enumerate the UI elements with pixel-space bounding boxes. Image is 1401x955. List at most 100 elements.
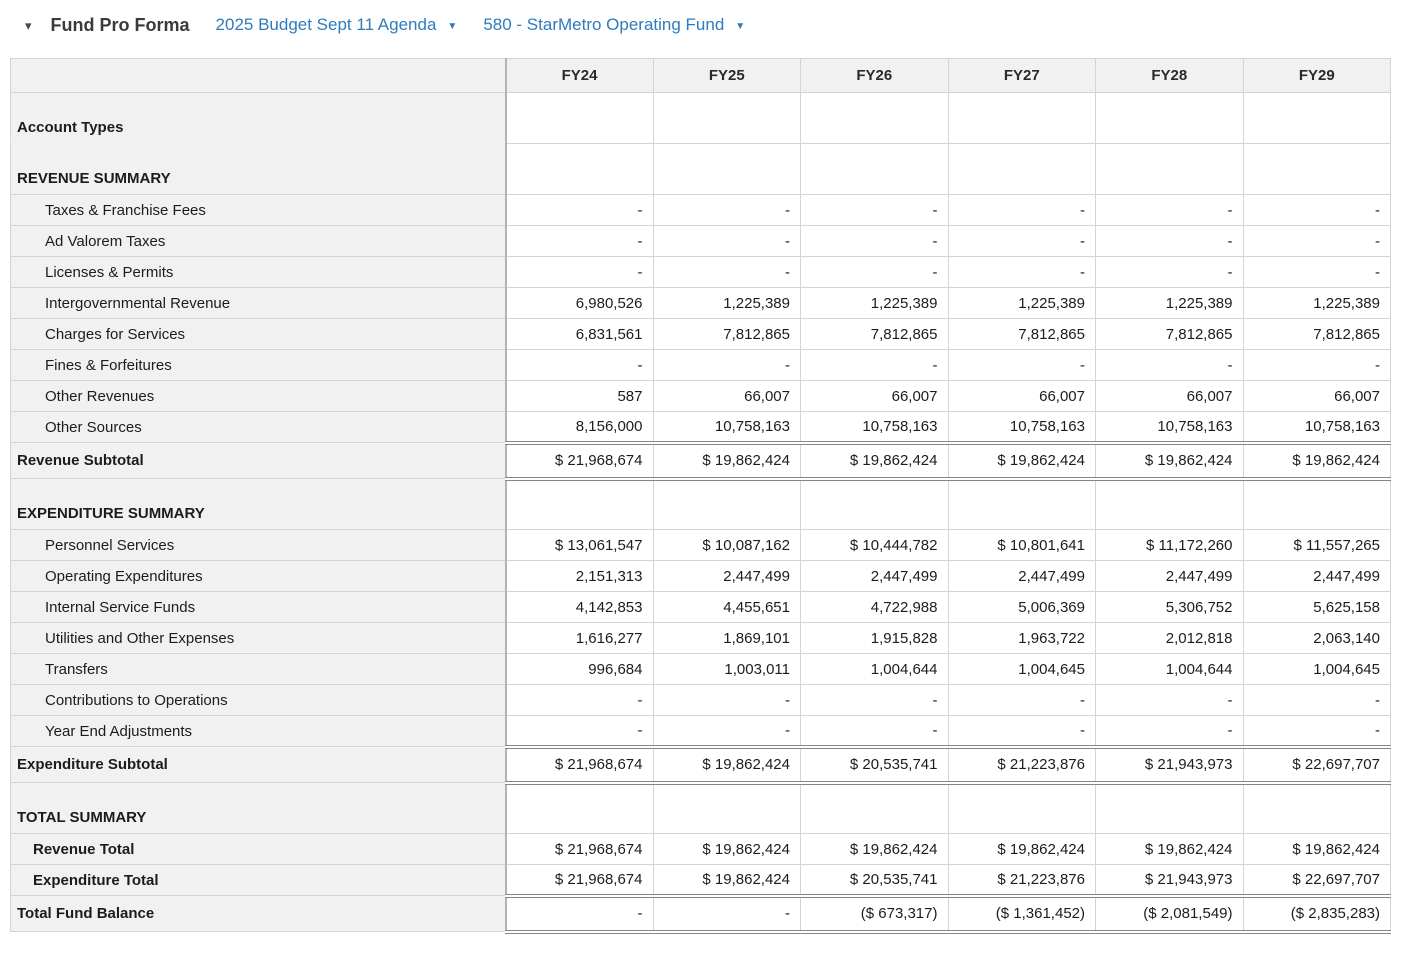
row-label: Intergovernmental Revenue xyxy=(10,287,506,319)
table-row: Personnel Services $ 13,061,547 $ 10,087,1… xyxy=(10,529,1391,561)
cell-FY24: $ 21,968,674 xyxy=(504,833,654,865)
cell-FY26 xyxy=(800,92,949,144)
cell-FY28: 1,004,644 xyxy=(1095,653,1244,685)
cell-FY25 xyxy=(652,478,801,530)
budget-dropdown[interactable]: 2025 Budget Sept 11 Agenda ▼ xyxy=(216,15,458,35)
cell-FY24: 6,980,526 xyxy=(504,287,654,319)
cell-FY26: 10,758,163 xyxy=(800,411,949,443)
cell-FY28: $ 21,943,973 xyxy=(1095,744,1244,785)
cell-FY27 xyxy=(947,92,1096,144)
table-row: Other Sources 8,156,000 10,758,163 10,758,1… xyxy=(10,411,1391,443)
cell-FY25: - xyxy=(652,194,801,226)
cell-FY24 xyxy=(504,478,654,530)
cell-FY27: 66,007 xyxy=(947,380,1096,412)
row-label: Ad Valorem Taxes xyxy=(10,225,506,257)
cell-FY28 xyxy=(1095,92,1244,144)
cell-FY27: 2,447,499 xyxy=(947,560,1096,592)
cell-FY28: - xyxy=(1095,715,1244,747)
cell-FY24: 587 xyxy=(504,380,654,412)
cell-FY28: 2,447,499 xyxy=(1095,560,1244,592)
collapse-caret-icon[interactable]: ▾ xyxy=(25,17,32,33)
cell-FY24: $ 21,968,674 xyxy=(504,744,654,785)
cell-FY25: $ 10,087,162 xyxy=(652,529,801,561)
row-label: Transfers xyxy=(10,653,506,685)
cell-FY26: - xyxy=(800,715,949,747)
cell-FY29: 10,758,163 xyxy=(1242,411,1391,443)
cell-FY24: $ 13,061,547 xyxy=(504,529,654,561)
row-label: Account Types xyxy=(10,92,506,144)
table-row: Expenditure Total $ 21,968,674 $ 19,862,42… xyxy=(10,864,1391,896)
cell-FY29: $ 22,697,707 xyxy=(1242,744,1391,785)
row-label: TOTAL SUMMARY xyxy=(10,782,506,834)
table-row: Charges for Services 6,831,561 7,812,865 7,… xyxy=(10,318,1391,350)
cell-FY28 xyxy=(1095,782,1244,834)
cell-FY29 xyxy=(1242,782,1391,834)
table-header-row: FY24 FY25 FY26 FY27 FY28 FY29 xyxy=(10,58,1391,93)
cell-FY26: 66,007 xyxy=(800,380,949,412)
table-row: Year End Adjustments - - - - - - xyxy=(10,715,1391,747)
cell-FY29: - xyxy=(1242,349,1391,381)
cell-FY29: 7,812,865 xyxy=(1242,318,1391,350)
cell-FY28: 1,225,389 xyxy=(1095,287,1244,319)
page-title: Fund Pro Forma xyxy=(50,14,190,35)
pro-forma-table: FY24 FY25 FY26 FY27 FY28 FY29 Account Types RE… xyxy=(10,58,1391,934)
cell-FY26: $ 19,862,424 xyxy=(800,440,949,481)
cell-FY27: $ 10,801,641 xyxy=(947,529,1096,561)
row-label: Utilities and Other Expenses xyxy=(10,622,506,654)
cell-FY27 xyxy=(947,143,1096,195)
table-row: Intergovernmental Revenue 6,980,526 1,225,… xyxy=(10,287,1391,319)
row-label: Expenditure Total xyxy=(10,864,506,896)
cell-FY29: 1,225,389 xyxy=(1242,287,1391,319)
cell-FY29: 5,625,158 xyxy=(1242,591,1391,623)
cell-FY27: 10,758,163 xyxy=(947,411,1096,443)
table-row: Licenses & Permits - - - - - - xyxy=(10,256,1391,288)
dropdown-arrow-icon: ▼ xyxy=(447,20,458,32)
cell-FY28: 66,007 xyxy=(1095,380,1244,412)
budget-dropdown-label: 2025 Budget Sept 11 Agenda xyxy=(215,15,437,34)
cell-FY25: 1,869,101 xyxy=(652,622,801,654)
corner-header-cell xyxy=(10,58,506,93)
fund-dropdown-label: 580 - StarMetro Operating Fund xyxy=(483,15,725,34)
cell-FY29: $ 19,862,424 xyxy=(1242,440,1391,481)
cell-FY25: $ 19,862,424 xyxy=(652,744,801,785)
cell-FY24: - xyxy=(504,715,654,747)
cell-FY24: $ 21,968,674 xyxy=(504,440,654,481)
row-label: Expenditure Subtotal xyxy=(10,746,506,783)
cell-FY25: $ 19,862,424 xyxy=(652,440,801,481)
cell-FY24: - xyxy=(504,225,654,257)
cell-FY26: $ 10,444,782 xyxy=(800,529,949,561)
cell-FY27: ($ 1,361,452) xyxy=(947,893,1096,934)
table-row: Taxes & Franchise Fees - - - - - - xyxy=(10,194,1391,226)
row-label: EXPENDITURE SUMMARY xyxy=(10,478,506,530)
row-label: Taxes & Franchise Fees xyxy=(10,194,506,226)
cell-FY26: 1,915,828 xyxy=(800,622,949,654)
cell-FY25: - xyxy=(652,715,801,747)
cell-FY29 xyxy=(1242,143,1391,195)
cell-FY29: - xyxy=(1242,715,1391,747)
table-row: Fines & Forfeitures - - - - - - xyxy=(10,349,1391,381)
fund-dropdown[interactable]: 580 - StarMetro Operating Fund ▼ xyxy=(483,15,745,35)
column-header-FY27: FY27 xyxy=(947,58,1096,93)
table-row: TOTAL SUMMARY xyxy=(10,782,1391,834)
table-row: Operating Expenditures 2,151,313 2,447,499… xyxy=(10,560,1391,592)
cell-FY29: - xyxy=(1242,256,1391,288)
cell-FY24: - xyxy=(504,684,654,716)
cell-FY26 xyxy=(800,143,949,195)
row-label: Internal Service Funds xyxy=(10,591,506,623)
cell-FY27: - xyxy=(947,684,1096,716)
cell-FY25: 66,007 xyxy=(652,380,801,412)
table-row: Total Fund Balance - - ($ 673,317) ($ 1,361,… xyxy=(10,893,1391,934)
cell-FY24: - xyxy=(504,194,654,226)
cell-FY29: ($ 2,835,283) xyxy=(1242,893,1391,934)
table-row: Contributions to Operations - - - - - - xyxy=(10,684,1391,716)
cell-FY29: $ 19,862,424 xyxy=(1242,833,1391,865)
table-row: Ad Valorem Taxes - - - - - - xyxy=(10,225,1391,257)
cell-FY29: - xyxy=(1242,684,1391,716)
cell-FY27: - xyxy=(947,194,1096,226)
row-label: Operating Expenditures xyxy=(10,560,506,592)
cell-FY25: - xyxy=(652,684,801,716)
column-header-FY26: FY26 xyxy=(800,58,949,93)
cell-FY25: - xyxy=(652,349,801,381)
table-row: Revenue Total $ 21,968,674 $ 19,862,424 $ 1… xyxy=(10,833,1391,865)
row-label: Fines & Forfeitures xyxy=(10,349,506,381)
